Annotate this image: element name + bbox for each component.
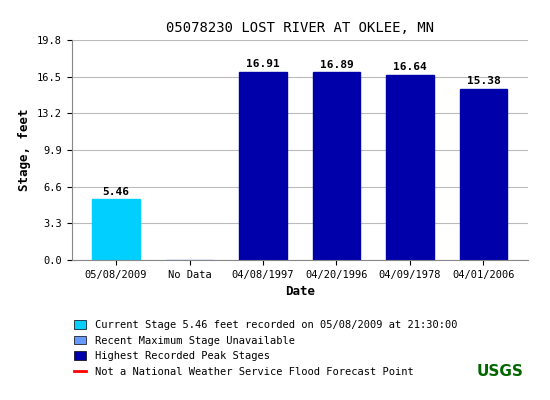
X-axis label: Date: Date [285,285,315,298]
Bar [239,72,287,260]
Text: 16.89: 16.89 [320,60,353,70]
Text: 16.64: 16.64 [393,62,427,72]
Text: 15.38: 15.38 [466,76,500,86]
Text: USGS: USGS [477,364,524,380]
Bar [386,75,434,260]
Y-axis label: Stage, feet: Stage, feet [18,109,31,191]
Bar [92,199,140,260]
Text: 16.91: 16.91 [246,59,280,69]
Bar [312,72,360,260]
Bar [459,89,507,260]
Text: 5.46: 5.46 [103,186,130,196]
Title: 05078230 LOST RIVER AT OKLEE, MN: 05078230 LOST RIVER AT OKLEE, MN [166,21,434,35]
Legend: Current Stage 5.46 feet recorded on 05/08/2009 at 21:30:00, Recent Maximum Stage: Current Stage 5.46 feet recorded on 05/0… [68,314,464,383]
